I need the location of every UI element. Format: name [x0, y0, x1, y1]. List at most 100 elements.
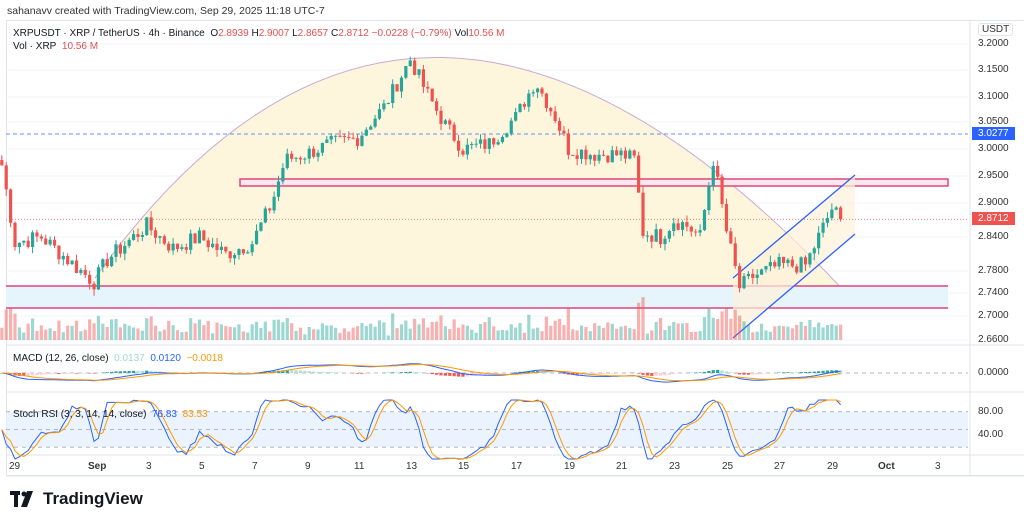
volume-bar [500, 329, 505, 340]
volume-bar [799, 321, 803, 340]
candle [702, 210, 707, 231]
macd-hist-bar [316, 371, 320, 373]
candle [711, 165, 715, 187]
macd-hist-bar [478, 373, 483, 376]
channel-upper [732, 174, 856, 279]
volume-bar [26, 323, 30, 340]
candle [667, 230, 671, 239]
volume-bar [417, 324, 421, 340]
candle [509, 120, 513, 134]
candle [312, 148, 316, 157]
candle [83, 269, 87, 275]
stoch-legend: Stoch RSI (3, 3, 14, 14, close) 76.83 83… [13, 409, 208, 420]
volume-bar [615, 328, 619, 340]
candle [839, 207, 843, 220]
macd-hist-bar [312, 371, 316, 373]
volume-bar [803, 325, 808, 340]
symbol-legend: XRPUSDT · XRP / TetherUS · 4h · Binance … [13, 27, 505, 53]
volume-bar [83, 329, 87, 340]
candle [588, 155, 592, 160]
macd-hist-bar [66, 373, 70, 374]
candle [281, 167, 285, 182]
candle [584, 149, 588, 160]
volume-bar [518, 322, 522, 340]
volume-bar [544, 316, 548, 340]
volume-bar [830, 324, 834, 340]
candle [118, 244, 122, 254]
macd-hist-bar [707, 371, 711, 373]
cup-fill [95, 57, 845, 292]
candle [830, 209, 834, 219]
macd-hist-bar [307, 371, 311, 373]
date-tick: 17 [511, 461, 523, 472]
macd-hist-bar [641, 373, 645, 375]
candle [707, 186, 711, 211]
candle [557, 121, 562, 131]
candle [689, 226, 693, 232]
volume-bar [118, 327, 122, 340]
candle [228, 251, 232, 259]
candle [470, 143, 474, 145]
volume-bar [540, 331, 544, 340]
macd-hist-bar [136, 370, 140, 373]
candle [571, 154, 575, 156]
macd-hist-bar [101, 372, 105, 373]
volume-bar [487, 317, 491, 340]
stoch-tick: 80.00 [978, 405, 1004, 417]
volume-bar [364, 325, 368, 340]
volume-bar [259, 327, 263, 340]
volume-bar [663, 330, 667, 340]
volume-bar [211, 333, 215, 340]
volume-bar [413, 318, 417, 340]
candle [452, 124, 456, 141]
volume-bar [733, 309, 737, 340]
macd-hist-bar [786, 372, 790, 373]
candle [61, 255, 65, 260]
macd-hist-bar [391, 372, 395, 373]
macd-hist-bar [57, 373, 61, 374]
macd-hist-bar [562, 373, 566, 374]
volume-bar [92, 323, 96, 340]
volume-bar [391, 313, 395, 340]
volume-bar [764, 330, 768, 340]
candle [632, 150, 636, 156]
macd-hist-bar [790, 372, 794, 373]
macd-hist-bar [579, 373, 584, 375]
volume-bar [360, 322, 364, 340]
stoch-k-value: 76.83 [151, 409, 177, 420]
volume-bar [505, 330, 509, 340]
volume-bar [452, 319, 456, 340]
volume-bar [189, 318, 193, 340]
macd-hist-bar [803, 372, 808, 373]
volume-bar [377, 320, 382, 340]
macd-hist-bar [39, 373, 43, 375]
date-tick: Sep [88, 461, 107, 472]
macd-hist-bar [593, 373, 597, 375]
volume-bar [281, 322, 285, 340]
volume-bar [395, 328, 399, 340]
volume-bar [768, 331, 772, 340]
candle [544, 93, 548, 108]
price-tick: 2.6600 [978, 334, 1009, 345]
volume-bar [39, 325, 43, 340]
date-tick: 19 [564, 461, 576, 472]
volume-bar [781, 326, 786, 340]
date-tick: 13 [406, 461, 418, 472]
candle [680, 222, 685, 230]
symbol-title[interactable]: XRPUSDT · XRP / TetherUS · 4h · Binance [13, 28, 205, 39]
candle [254, 230, 259, 245]
candle [206, 240, 210, 248]
candle [694, 231, 698, 233]
volume-bar [654, 321, 658, 340]
candle [197, 230, 202, 244]
candle [825, 218, 830, 223]
macd-hist-bar [320, 371, 325, 373]
volume-bar [430, 321, 434, 340]
candle [189, 233, 193, 250]
volume-bar [509, 324, 513, 340]
volume-bar [369, 323, 373, 340]
volume-bar [153, 325, 158, 340]
price-tick: 3.2000 [978, 38, 1009, 49]
candle [13, 222, 17, 248]
